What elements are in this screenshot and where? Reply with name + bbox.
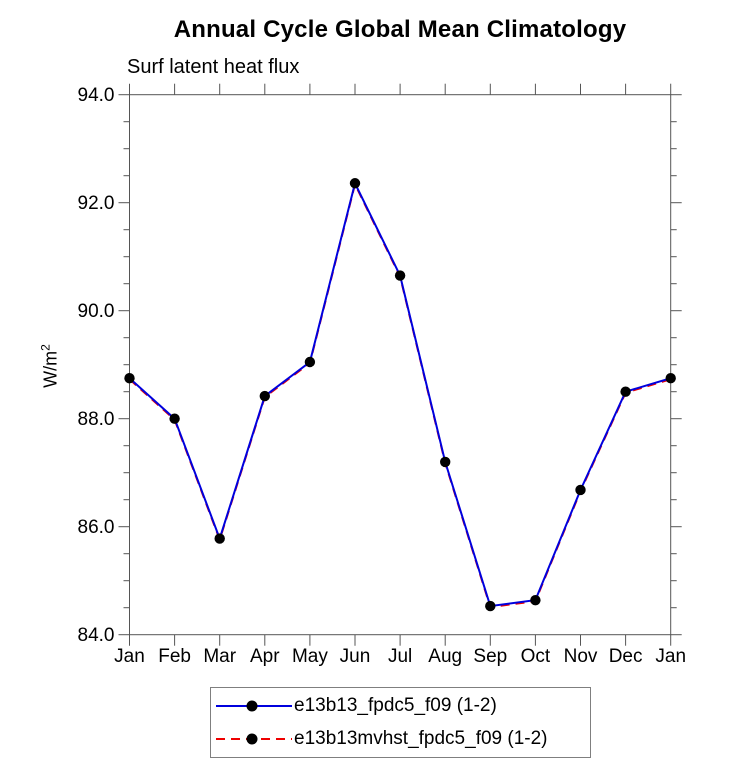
chart-subtitle: Surf latent heat flux [127, 56, 300, 78]
legend-label-series2: e13b13mvhst_fpdc5_f09 (1-2) [294, 728, 548, 749]
data-point [575, 484, 586, 496]
legend-line-solid-icon [216, 700, 292, 712]
legend: e13b13_fpdc5_f09 (1-2) e13b13mvhst_fpdc5… [210, 687, 591, 758]
series-line-1 [128, 180, 671, 608]
data-point [169, 413, 180, 424]
data-point-markers [124, 178, 676, 612]
x-tick-label: Jan [655, 646, 686, 667]
y-tick-label: 90.0 [78, 301, 115, 322]
x-tick-label: Dec [609, 646, 643, 667]
x-tick-label: May [292, 646, 328, 667]
data-point [124, 373, 135, 384]
y-tick-label: 88.0 [78, 409, 115, 430]
y-tick-label: 92.0 [78, 193, 115, 214]
y-tick-label: 86.0 [78, 517, 115, 538]
data-point [214, 533, 225, 544]
x-tick-label: Feb [158, 646, 191, 667]
data-point [530, 594, 541, 606]
x-axis: Jan Feb Mar Apr May Jun Jul Aug Sep Oct Nov Dec Jan [114, 83, 686, 667]
legend-item-series1: e13b13_fpdc5_f09 (1-2) [215, 691, 590, 721]
legend-item-series2: e13b13mvhst_fpdc5_f09 (1-2) [215, 724, 590, 754]
x-tick-label: Mar [203, 646, 236, 667]
y-axis: 94.0 92.0 90.0 88.0 86.0 84.0 [78, 85, 682, 646]
data-point [304, 356, 316, 368]
x-tick-label: Oct [521, 646, 551, 667]
data-point [349, 178, 361, 189]
plot-frame [129, 94, 672, 636]
data-point [665, 373, 676, 384]
data-point [485, 600, 496, 612]
x-tick-label: Sep [473, 646, 507, 667]
x-tick-label: Aug [428, 646, 462, 667]
x-tick-label: Jul [388, 646, 412, 667]
legend-label-series1: e13b13_fpdc5_f09 (1-2) [294, 695, 497, 716]
x-tick-label: Jun [340, 646, 371, 667]
data-point [259, 390, 270, 402]
series-line-2 [128, 181, 671, 609]
x-tick-label: Nov [564, 646, 598, 667]
y-tick-label: 94.0 [78, 85, 115, 106]
x-tick-label: Apr [250, 646, 280, 667]
chart-title: Annual Cycle Global Mean Climatology [173, 16, 627, 43]
data-point [394, 270, 406, 281]
data-point [440, 456, 451, 468]
y-tick-label: 84.0 [78, 625, 115, 646]
data-point [620, 386, 631, 397]
x-tick-label: Jan [114, 646, 145, 667]
legend-line-dashed-icon [216, 733, 292, 745]
